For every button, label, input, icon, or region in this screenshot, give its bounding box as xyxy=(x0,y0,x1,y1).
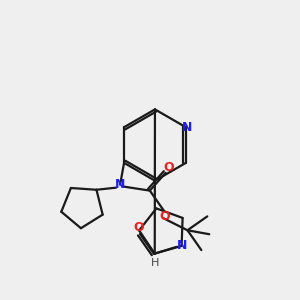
Text: N: N xyxy=(176,239,187,252)
Text: H: H xyxy=(151,258,159,268)
Text: O: O xyxy=(134,220,144,234)
Text: O: O xyxy=(159,210,170,223)
Text: N: N xyxy=(115,178,125,191)
Text: N: N xyxy=(182,121,192,134)
Text: O: O xyxy=(163,161,174,174)
